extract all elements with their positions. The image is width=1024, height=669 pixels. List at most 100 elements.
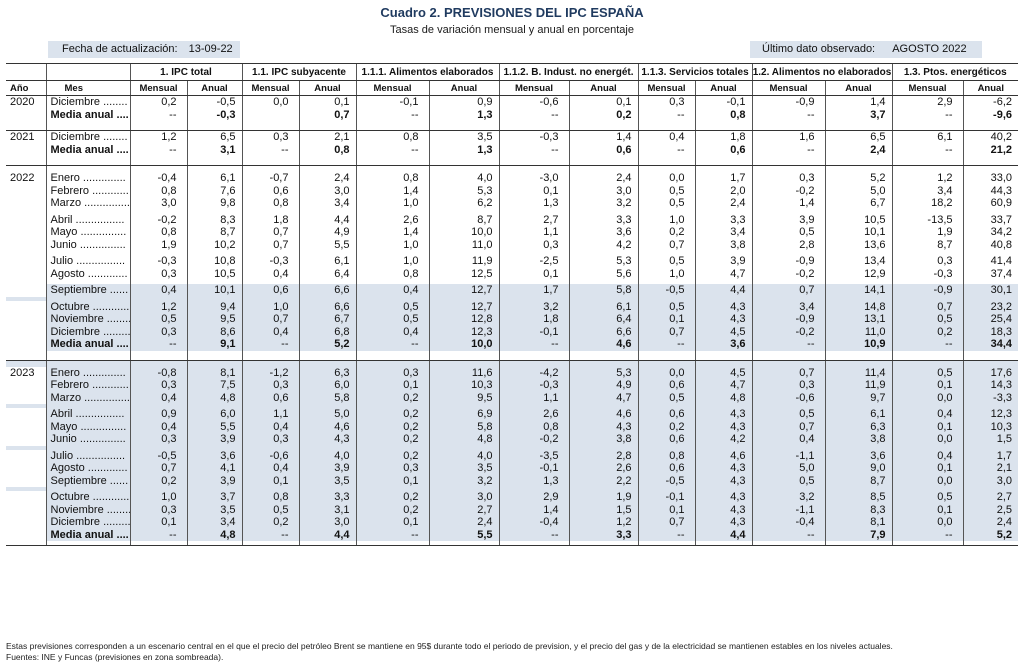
last-observed-bar: Último dato observado: AGOSTO 2022 (750, 41, 982, 58)
annual-value-cell: 8,3 (186, 213, 242, 226)
annual-value-cell: 4,8 (186, 528, 242, 541)
last-observed-value: AGOSTO 2022 (892, 43, 967, 55)
monthly-value-cell: 0,7 (241, 313, 299, 326)
monthly-value-cell: -- (891, 338, 963, 351)
monthly-value-cell: 0,4 (891, 449, 963, 462)
year-cell (6, 214, 46, 227)
annual-value-cell: 5,6 (568, 267, 638, 280)
monthly-value-cell: 0,4 (751, 433, 825, 446)
annual-value-cell: 3,5 (298, 474, 356, 487)
annual-value-cell: 4,3 (694, 313, 752, 326)
month-cell: Media anual .... (45, 338, 130, 351)
monthly-value-cell: -0,3 (241, 255, 299, 268)
monthly-value-cell: 0,2 (355, 433, 429, 446)
year-cell (6, 528, 46, 541)
monthly-value-cell: 0,5 (637, 300, 695, 313)
annual-value-cell: 8,1 (824, 516, 892, 529)
monthly-value-cell: 1,3 (498, 197, 569, 210)
annual-value-cell: 4,6 (694, 449, 752, 462)
annual-value-cell: 10,1 (824, 226, 892, 239)
monthly-value-cell: 0,0 (637, 366, 695, 379)
monthly-value-cell: 0,5 (751, 474, 825, 487)
annual-value-cell: 2,7 (428, 503, 499, 516)
annual-value-cell: 3,2 (568, 197, 638, 210)
sub-header: Mensual (355, 80, 429, 96)
monthly-value-cell: 0,6 (241, 284, 299, 297)
annual-value-cell: 8,3 (824, 503, 892, 516)
year-cell (6, 300, 46, 313)
year-cell (6, 420, 46, 433)
annual-value-cell: 9,1 (186, 338, 242, 351)
monthly-value-cell: 0,5 (241, 503, 299, 516)
annual-value-cell: -3,3 (962, 391, 1019, 404)
monthly-value-cell: 0,8 (637, 449, 695, 462)
annual-value-cell: 11,0 (428, 238, 499, 251)
annual-value-cell: 7,5 (186, 379, 242, 392)
annual-value-cell: 4,3 (568, 420, 638, 433)
annual-value-cell: 1,9 (568, 491, 638, 504)
monthly-value-cell: -2,5 (498, 255, 569, 268)
monthly-value-cell: -0,1 (498, 462, 569, 475)
update-date-bar: Fecha de actualización: 13-09-22 (48, 41, 240, 58)
annual-average-row: Media anual .... -- 9,1 -- 5,2 -- 10,0 -- 4,6 -- 3… (6, 338, 1019, 351)
annual-value-cell: 1,3 (428, 108, 499, 121)
annual-value-cell: 3,1 (186, 143, 242, 156)
monthly-value-cell: -0,9 (751, 95, 825, 109)
monthly-value-cell: 1,2 (129, 300, 187, 313)
annual-value-cell: 1,7 (962, 449, 1019, 462)
monthly-value-cell: 5,0 (751, 462, 825, 475)
annual-value-cell: 4,2 (694, 433, 752, 446)
year-cell (6, 255, 46, 268)
monthly-value-cell: -0,9 (751, 313, 825, 326)
month-cell: Enero .............. (45, 172, 130, 185)
annual-value-cell: 9,0 (824, 462, 892, 475)
annual-value-cell: 6,6 (298, 284, 356, 297)
monthly-value-cell: -- (355, 143, 429, 156)
annual-value-cell: 6,3 (298, 366, 356, 379)
monthly-value-cell: 1,7 (498, 284, 569, 297)
monthly-value-cell: -0,3 (498, 130, 569, 144)
annual-value-cell: 12,5 (428, 267, 499, 280)
annual-value-cell: 4,3 (298, 433, 356, 446)
annual-value-cell: 2,1 (298, 130, 356, 144)
annual-value-cell: -9,6 (962, 108, 1019, 121)
year-cell: 2023 (6, 366, 46, 379)
monthly-value-cell: 3,0 (129, 197, 187, 210)
annual-value-cell: 6,3 (824, 420, 892, 433)
monthly-value-cell: -4,2 (498, 366, 569, 379)
annual-value-cell: 6,0 (186, 408, 242, 421)
annual-value-cell: 8,7 (186, 226, 242, 239)
annual-value-cell: -0,3 (186, 108, 242, 121)
monthly-value-cell: -0,3 (129, 255, 187, 268)
year-cell: 2020 (10, 96, 35, 108)
sub-header: Anual (298, 80, 356, 96)
sub-header: Anual (568, 80, 638, 96)
annual-value-cell: 12,7 (428, 300, 499, 313)
annual-value-cell: 34,4 (962, 338, 1019, 351)
monthly-value-cell (241, 108, 299, 121)
annual-value-cell: 12,3 (428, 325, 499, 338)
annual-average-row: Media anual .... -- -0,3 0,7 -- 1,3 -- 0,2 -- 0,8… (6, 108, 1019, 121)
annual-value-cell: 4,4 (298, 213, 356, 226)
monthly-value-cell: 0,8 (498, 420, 569, 433)
annual-value-cell: 10,2 (186, 238, 242, 251)
table-row: Julio ................ -0,3 10,8 -0,3 6,1 1,0… (6, 255, 1019, 268)
annual-value-cell: 2,4 (568, 172, 638, 185)
annual-value-cell: 4,1 (186, 462, 242, 475)
annual-value-cell: 10,0 (428, 226, 499, 239)
annual-value-cell: 0,6 (568, 143, 638, 156)
monthly-value-cell: 0,3 (637, 95, 695, 109)
annual-value-cell: 1,3 (428, 143, 499, 156)
annual-value-cell: 3,6 (694, 338, 752, 351)
monthly-value-cell: 0,2 (129, 474, 187, 487)
sub-header: Mensual (498, 80, 569, 96)
annual-value-cell: 1,7 (694, 172, 752, 185)
monthly-value-cell: -- (498, 338, 569, 351)
sub-header: Anual (186, 80, 242, 96)
monthly-value-cell: 0,5 (637, 255, 695, 268)
annual-average-row: Media anual .... -- 3,1 -- 0,8 -- 1,3 -- 0,6 -- 0,… (6, 143, 1019, 156)
annual-value-cell: 6,6 (298, 300, 356, 313)
sub-header: Anual (694, 80, 752, 96)
table-row: Febrero ............ 0,3 7,5 0,3 6,0 0,1 10,3-… (6, 379, 1019, 392)
monthly-value-cell: 0,1 (355, 474, 429, 487)
